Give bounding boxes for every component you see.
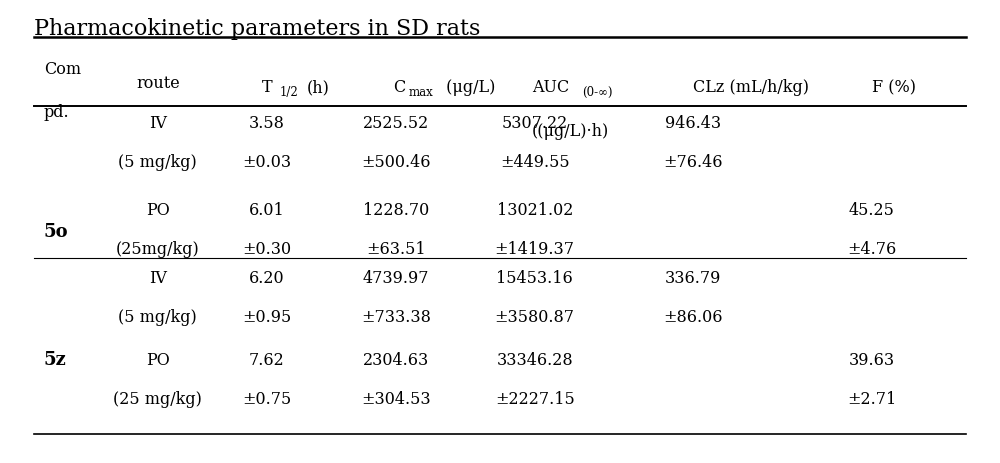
Text: 1/2: 1/2 [280, 86, 299, 99]
Text: ±0.75: ±0.75 [242, 390, 292, 407]
Text: ±3580.87: ±3580.87 [495, 308, 575, 325]
Text: 13021.02: 13021.02 [497, 201, 573, 219]
Text: 45.25: 45.25 [849, 201, 895, 219]
Text: F (%): F (%) [872, 79, 916, 96]
Text: pd.: pd. [44, 104, 69, 121]
Text: 1228.70: 1228.70 [363, 201, 429, 219]
Text: ±500.46: ±500.46 [361, 154, 431, 171]
Text: 946.43: 946.43 [665, 115, 721, 132]
Text: ±304.53: ±304.53 [361, 390, 431, 407]
Text: ±63.51: ±63.51 [366, 240, 426, 257]
Text: (25 mg/kg): (25 mg/kg) [113, 390, 202, 407]
Text: 33346.28: 33346.28 [496, 351, 573, 369]
Text: ±4.76: ±4.76 [847, 240, 896, 257]
Text: ±0.30: ±0.30 [242, 240, 292, 257]
Text: Com: Com [44, 61, 81, 78]
Text: (0-∞): (0-∞) [582, 86, 613, 99]
Text: ±0.95: ±0.95 [242, 308, 292, 325]
Text: IV: IV [149, 115, 167, 132]
Text: 5z: 5z [44, 350, 67, 368]
Text: ±0.03: ±0.03 [242, 154, 292, 171]
Text: ±1419.37: ±1419.37 [495, 240, 575, 257]
Text: ((μg/L)·h): ((μg/L)·h) [532, 122, 609, 139]
Text: (25mg/kg): (25mg/kg) [116, 240, 200, 257]
Text: (5 mg/kg): (5 mg/kg) [119, 308, 197, 325]
Text: (h): (h) [307, 79, 330, 96]
Text: 2304.63: 2304.63 [363, 351, 429, 369]
Text: 5o: 5o [44, 223, 68, 240]
Text: T: T [262, 79, 273, 96]
Text: max: max [409, 86, 434, 99]
Text: PO: PO [146, 201, 170, 219]
Text: 7.62: 7.62 [249, 351, 285, 369]
Text: 15453.16: 15453.16 [496, 269, 573, 287]
Text: (μg/L): (μg/L) [441, 79, 495, 96]
Text: ±2227.15: ±2227.15 [495, 390, 575, 407]
Text: route: route [136, 75, 180, 92]
Text: ±76.46: ±76.46 [664, 154, 723, 171]
Text: CLz (mL/h/kg): CLz (mL/h/kg) [693, 79, 809, 96]
Text: 39.63: 39.63 [849, 351, 895, 369]
Text: PO: PO [146, 351, 170, 369]
Text: ±449.55: ±449.55 [500, 154, 570, 171]
Text: AUC: AUC [532, 79, 569, 96]
Text: Pharmacokinetic parameters in SD rats: Pharmacokinetic parameters in SD rats [34, 18, 480, 40]
Text: ±2.71: ±2.71 [847, 390, 896, 407]
Text: C: C [393, 79, 405, 96]
Text: 5307.22: 5307.22 [502, 115, 568, 132]
Text: 6.01: 6.01 [249, 201, 285, 219]
Text: ±86.06: ±86.06 [664, 308, 723, 325]
Text: 3.58: 3.58 [249, 115, 285, 132]
Text: ±733.38: ±733.38 [361, 308, 431, 325]
Text: 2525.52: 2525.52 [363, 115, 429, 132]
Text: (5 mg/kg): (5 mg/kg) [119, 154, 197, 171]
Text: IV: IV [149, 269, 167, 287]
Text: 6.20: 6.20 [249, 269, 285, 287]
Text: 4739.97: 4739.97 [363, 269, 429, 287]
Text: 336.79: 336.79 [665, 269, 722, 287]
